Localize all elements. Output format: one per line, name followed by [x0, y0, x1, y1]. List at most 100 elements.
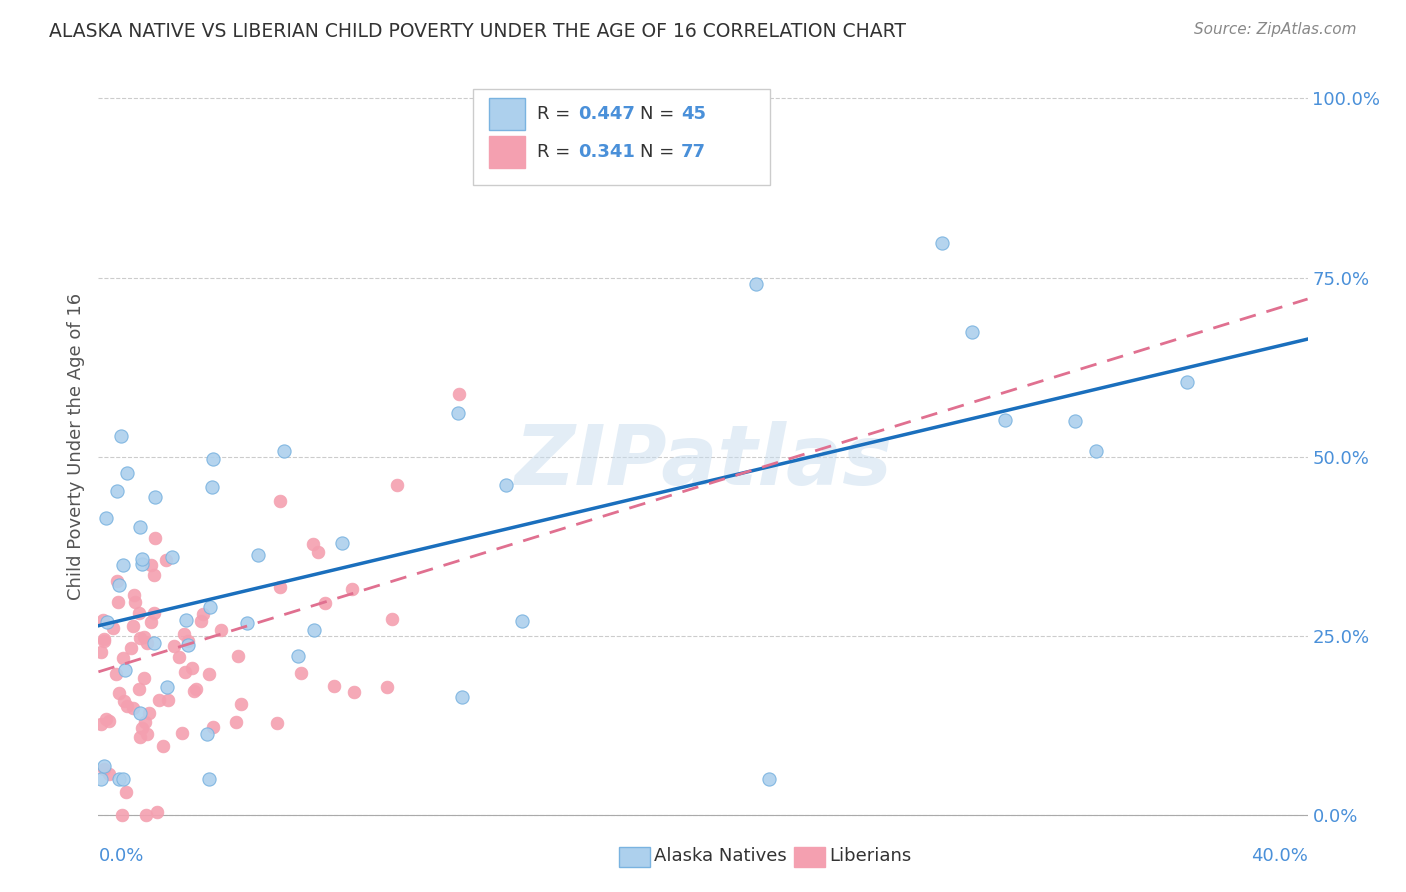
Point	[1085, 443, 1108, 458]
Point	[225, 715, 247, 730]
Point	[111, 772, 134, 787]
Point	[131, 552, 153, 566]
Point	[148, 693, 170, 707]
Point	[111, 558, 134, 573]
Point	[302, 537, 325, 551]
Point	[93, 759, 115, 773]
Point	[103, 621, 125, 635]
Point	[236, 615, 259, 630]
Point	[111, 808, 134, 822]
Point	[163, 639, 186, 653]
Point	[183, 683, 205, 698]
Point	[122, 701, 145, 715]
Text: 40.0%: 40.0%	[1251, 847, 1308, 865]
Point	[143, 568, 166, 582]
Point	[114, 663, 136, 677]
Point	[387, 478, 409, 492]
Point	[381, 611, 404, 625]
Point	[108, 772, 131, 787]
Point	[143, 490, 166, 504]
Point	[128, 606, 150, 620]
Point	[129, 520, 152, 534]
Point	[111, 650, 134, 665]
Point	[177, 633, 200, 648]
Point	[226, 648, 249, 663]
Point	[307, 545, 329, 559]
Point	[121, 619, 143, 633]
Text: ALASKA NATIVE VS LIBERIAN CHILD POVERTY UNDER THE AGE OF 16 CORRELATION CHART: ALASKA NATIVE VS LIBERIAN CHILD POVERTY …	[49, 22, 907, 41]
Point	[510, 614, 533, 628]
Point	[108, 578, 131, 592]
Point	[134, 714, 156, 729]
Point	[94, 511, 117, 525]
Point	[198, 772, 221, 787]
Text: N =: N =	[640, 105, 681, 123]
Point	[105, 483, 128, 498]
Point	[110, 428, 132, 442]
Text: Alaska Natives: Alaska Natives	[654, 847, 786, 865]
Text: Source: ZipAtlas.com: Source: ZipAtlas.com	[1194, 22, 1357, 37]
Point	[93, 632, 115, 647]
Bar	[489, 98, 526, 130]
Text: 0.341: 0.341	[578, 144, 636, 161]
Text: ZIPatlas: ZIPatlas	[515, 421, 891, 502]
Point	[98, 766, 121, 780]
Point	[135, 727, 157, 741]
Point	[155, 553, 177, 567]
Point	[198, 667, 221, 681]
Point	[246, 548, 269, 562]
Point	[142, 635, 165, 649]
Point	[107, 595, 129, 609]
Point	[1175, 376, 1198, 390]
Point	[105, 574, 128, 589]
Point	[174, 613, 197, 627]
Point	[287, 649, 309, 664]
Point	[201, 451, 224, 466]
Point	[143, 606, 166, 620]
Point	[211, 623, 233, 637]
Point	[447, 406, 470, 420]
Point	[117, 466, 139, 480]
Bar	[489, 136, 526, 169]
Point	[160, 549, 183, 564]
Point	[201, 721, 224, 735]
Point	[139, 615, 162, 630]
Point	[745, 277, 768, 291]
Point	[931, 235, 953, 250]
Point	[104, 667, 127, 681]
Point	[758, 772, 780, 787]
Point	[322, 679, 344, 693]
Point	[91, 613, 114, 627]
Point	[451, 690, 474, 705]
Point	[90, 645, 112, 659]
Point	[449, 387, 471, 401]
Point	[190, 614, 212, 628]
Y-axis label: Child Poverty Under the Age of 16: Child Poverty Under the Age of 16	[66, 293, 84, 599]
Point	[132, 631, 155, 645]
Point	[146, 805, 169, 820]
Point	[198, 599, 221, 614]
Point	[180, 661, 202, 675]
Point	[131, 557, 153, 571]
Text: R =: R =	[537, 144, 582, 161]
Text: Liberians: Liberians	[830, 847, 911, 865]
Point	[273, 444, 295, 458]
Point	[170, 726, 193, 740]
Point	[375, 681, 398, 695]
Point	[184, 682, 207, 697]
Point	[229, 698, 252, 712]
Point	[120, 640, 142, 655]
Point	[143, 531, 166, 545]
Point	[290, 666, 312, 681]
Point	[314, 596, 336, 610]
Point	[112, 694, 135, 708]
Point	[122, 588, 145, 602]
Point	[90, 716, 112, 731]
Text: N =: N =	[640, 144, 681, 161]
Point	[132, 671, 155, 685]
Point	[169, 650, 191, 665]
Point	[200, 480, 222, 494]
Point	[266, 715, 288, 730]
Point	[343, 685, 366, 699]
Point	[193, 607, 215, 622]
